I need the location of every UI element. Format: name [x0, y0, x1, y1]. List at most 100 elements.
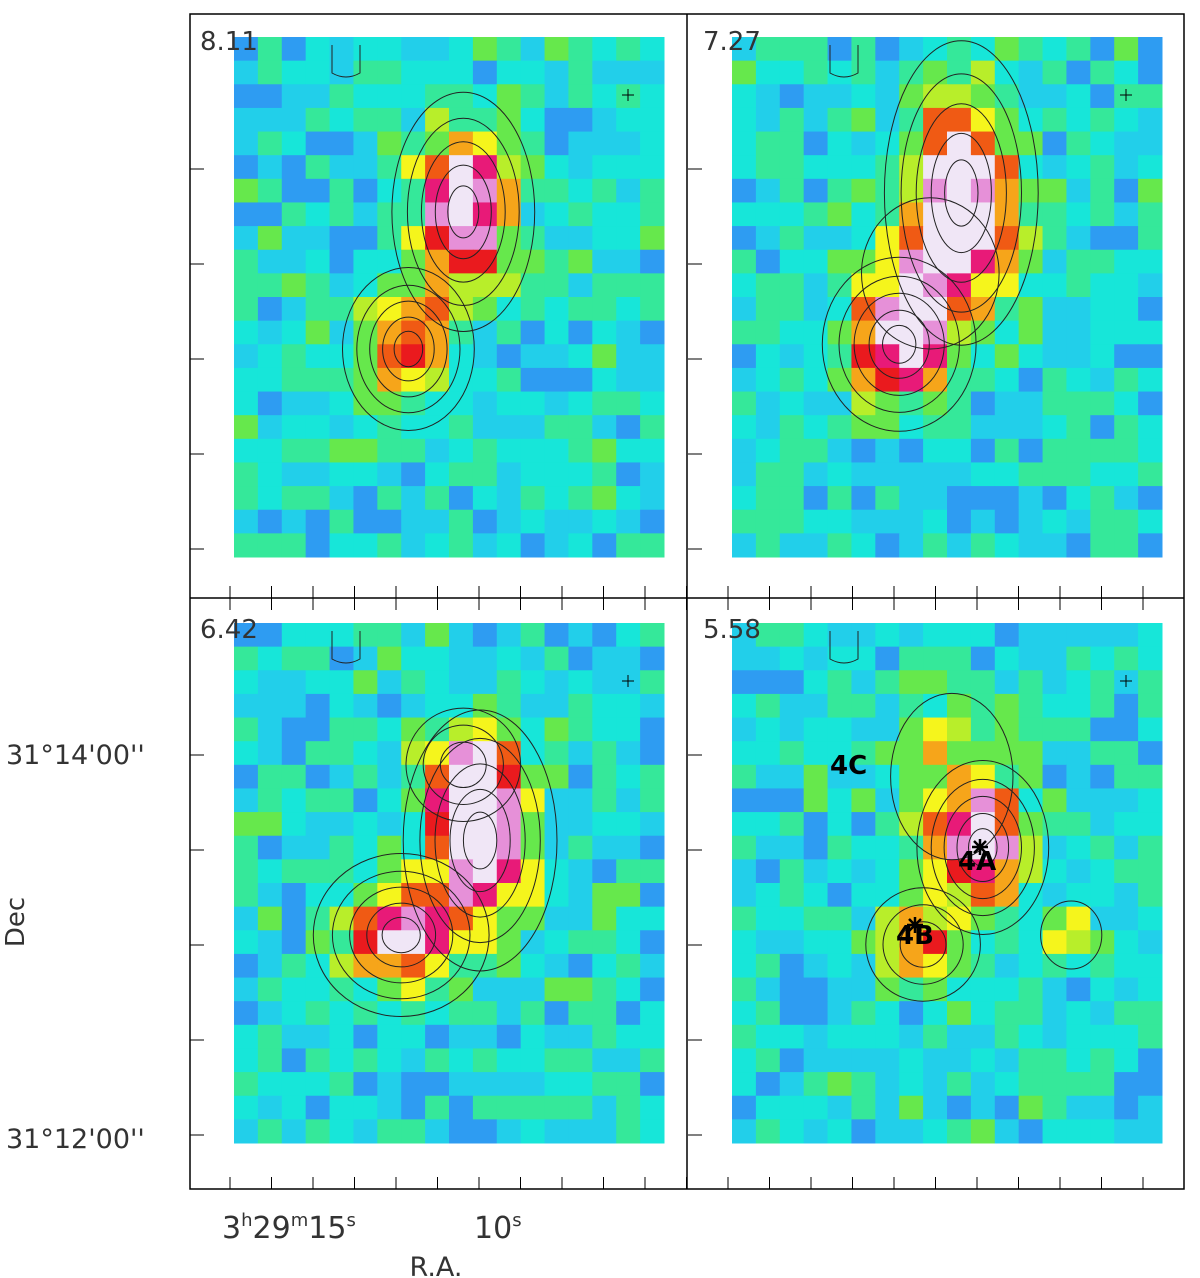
map-pixel [377, 788, 402, 813]
map-pixel [827, 438, 852, 463]
map-pixel [1018, 1095, 1044, 1120]
map-pixel [353, 1001, 378, 1026]
map-pixel [732, 953, 757, 979]
map-pixel [257, 835, 283, 860]
map-pixel [803, 812, 829, 837]
map-pixel [234, 131, 259, 156]
map-pixel [875, 693, 900, 719]
map-pixel [472, 1095, 498, 1120]
map-pixel [1042, 646, 1067, 671]
map-pixel [755, 1024, 781, 1049]
map-pixel [640, 623, 665, 648]
map-pixel [827, 486, 852, 511]
map-pixel [281, 670, 307, 695]
map-pixel [899, 788, 924, 813]
map-pixel [472, 391, 498, 416]
map-pixel [947, 178, 972, 203]
map-pixel [568, 131, 593, 156]
map-pixel [923, 391, 948, 416]
map-pixel [329, 131, 354, 156]
map-pixel [1066, 344, 1091, 369]
map-pixel [377, 178, 402, 203]
map-pixel [851, 859, 876, 884]
map-pixel [1018, 741, 1044, 766]
map-pixel [779, 249, 805, 274]
map-pixel [1042, 391, 1067, 416]
map-pixel [640, 155, 665, 180]
map-pixel [329, 646, 354, 671]
map-pixel [1138, 178, 1163, 203]
map-pixel [234, 741, 259, 766]
map-pixel [779, 462, 805, 487]
source-label-4a: 4A [958, 847, 996, 877]
map-pixel [496, 670, 522, 695]
map-pixel [640, 1001, 665, 1026]
beam-cross-marker [1120, 675, 1132, 687]
map-pixel [803, 1024, 829, 1049]
map-pixel [353, 623, 378, 648]
map-pixel [496, 320, 522, 345]
map-pixel [592, 1001, 617, 1026]
map-pixel [640, 859, 665, 884]
map-pixel [970, 60, 996, 85]
map-pixel [994, 509, 1020, 534]
map-pixel [755, 977, 781, 1002]
map-pixel [994, 977, 1020, 1002]
map-pixel [640, 509, 665, 534]
map-pixel [281, 178, 307, 203]
map-pixel [377, 670, 402, 695]
map-pixel [803, 178, 829, 203]
map-pixel [425, 60, 450, 85]
map-pixel [779, 438, 805, 463]
map-pixel [1138, 438, 1163, 463]
map-pixel [568, 930, 593, 955]
map-pixel [425, 486, 450, 511]
map-pixel [544, 764, 569, 789]
map-pixel [1066, 202, 1091, 227]
ra-axis-label: R.A. [410, 1252, 463, 1278]
map-pixel [899, 37, 924, 62]
map-pixel [1138, 297, 1163, 322]
map-pixel [923, 509, 948, 534]
map-pixel [1066, 764, 1091, 789]
map-pixel [592, 693, 617, 719]
map-pixel [970, 764, 996, 789]
map-pixel [1090, 202, 1115, 227]
map-pixel [425, 107, 450, 133]
map-pixel [520, 155, 546, 180]
map-pixel [305, 367, 331, 393]
map-pixel [281, 953, 307, 979]
map-pixel [353, 906, 378, 931]
map-pixel [1138, 1095, 1163, 1120]
map-pixel [994, 202, 1020, 227]
map-pixel [640, 486, 665, 511]
map-pixel [449, 37, 474, 62]
map-pixel [779, 391, 805, 416]
map-pixel [401, 131, 426, 156]
map-pixel [496, 462, 522, 487]
map-pixel [305, 1119, 331, 1144]
map-pixel [520, 486, 546, 511]
map-pixel [779, 883, 805, 908]
map-pixel [520, 60, 546, 85]
map-pixel [329, 693, 354, 719]
map-pixel [1090, 1024, 1115, 1049]
map-pixel [496, 415, 522, 440]
map-pixel [496, 131, 522, 156]
map-pixel [1066, 438, 1091, 463]
map-pixel [496, 930, 522, 955]
map-pixel [732, 1072, 757, 1097]
map-pixel [1018, 509, 1044, 534]
map-pixel [1090, 131, 1115, 156]
map-pixel [520, 883, 546, 908]
map-pixel [568, 320, 593, 345]
map-pixel [592, 859, 617, 884]
map-pixel [827, 717, 852, 742]
map-pixel [401, 415, 426, 440]
map-pixel [281, 859, 307, 884]
map-pixel [1042, 60, 1067, 85]
map-pixel [496, 37, 522, 62]
map-pixel [281, 273, 307, 298]
map-pixel [803, 131, 829, 156]
map-pixel [520, 977, 546, 1002]
